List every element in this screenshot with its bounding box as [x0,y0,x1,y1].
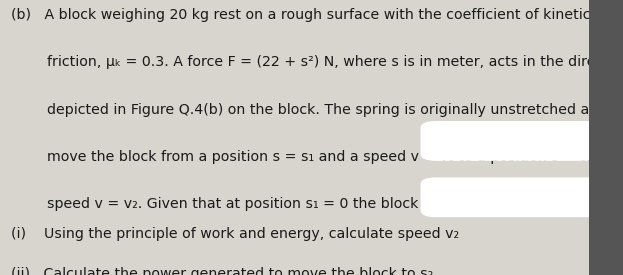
Bar [589,0,623,275]
Text: speed v = v₂. Given that at position s₁ = 0 the block is at rest and s₂ = 0.5 m.: speed v = v₂. Given that at position s₁ … [47,197,600,211]
FancyBboxPatch shape [421,121,601,161]
FancyBboxPatch shape [421,177,601,217]
Text: depicted in Figure Q.4(b) on the block. The spring is originally unstretched and: depicted in Figure Q.4(b) on the block. … [47,103,607,117]
Text: (ii)   Calculate the power generated to move the block to s₂: (ii) Calculate the power generated to mo… [11,267,434,275]
Text: (i)    Using the principle of work and energy, calculate speed v₂: (i) Using the principle of work and ener… [11,227,459,241]
Text: friction, μₖ = 0.3. A force F = (22 + s²) N, where s is in meter, acts in the di: friction, μₖ = 0.3. A force F = (22 + s²… [47,55,623,69]
Text: (b)   A block weighing 20 kg rest on a rough surface with the coefficient of kin: (b) A block weighing 20 kg rest on a rou… [11,8,591,22]
Text: move the block from a position s = s₁ and a speed v = v₁ to a position s = s₂ an: move the block from a position s = s₁ an… [47,150,623,164]
